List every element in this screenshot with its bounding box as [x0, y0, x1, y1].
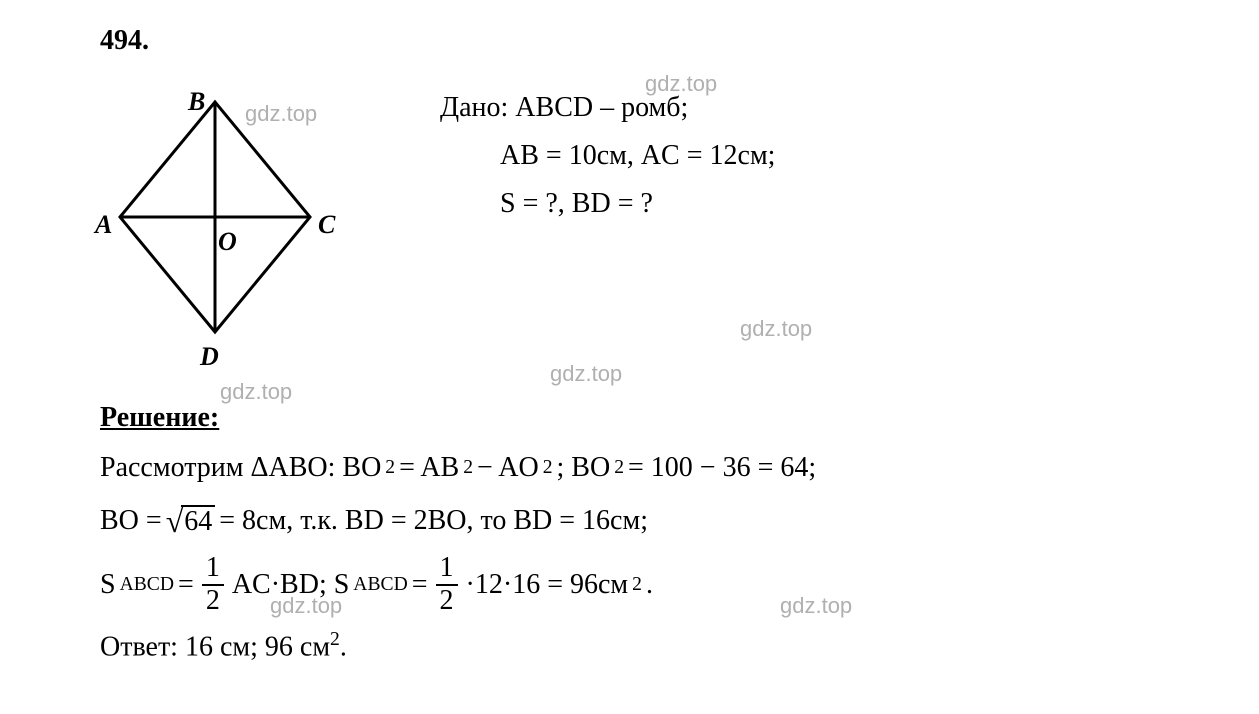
given-line-2: AB = 10см, AC = 12см; [440, 135, 775, 177]
vertex-d-label: D [200, 337, 219, 376]
frac2-num: 1 [436, 553, 458, 584]
sol3-sub1: ABCD [120, 570, 174, 599]
sol1-part3: − AO [477, 447, 539, 489]
watermark-given-bottom: gdz.top [740, 312, 812, 345]
watermark-mid: gdz.top [550, 357, 622, 390]
solution-line-1: Рассмотрим ΔABO: BO2 = AB2 − AO2 ; BO2 =… [100, 447, 1219, 489]
sol3-sub2: ABCD [353, 570, 407, 599]
sol3-sup: 2 [632, 570, 642, 599]
top-row: A B C D O gdz.top gdz.top Дано: ABCD – р… [100, 87, 1219, 347]
fraction-1: 1 2 [202, 553, 224, 617]
solution-line-2: BO = √ 64 = 8см, т.к. BD = 2BO, то BD = … [100, 497, 1219, 545]
sol2-suffix: = 8см, т.к. BD = 2BO, то BD = 16см; [219, 500, 648, 542]
sol3-eq2: = [412, 564, 428, 606]
vertex-a-label: A [95, 205, 112, 244]
answer-line: Ответ: 16 см; 96 см2. [100, 625, 1219, 668]
fraction-2: 1 2 [436, 553, 458, 617]
frac1-num: 1 [202, 553, 224, 584]
vertex-o-label: O [218, 222, 237, 261]
given-section: gdz.top Дано: ABCD – ромб; AB = 10см, AC… [440, 87, 775, 231]
vertex-b-label: B [188, 82, 205, 121]
watermark-given-top: gdz.top [645, 67, 717, 100]
sol3-eq1: = [178, 564, 194, 606]
sol3-s1: S [100, 564, 116, 606]
frac1-den: 2 [202, 584, 224, 617]
solution-line-3: SABCD = 1 2 AC·BD; SABCD = 1 2 ·12·16 = … [100, 553, 1219, 617]
sol1-sup1: 2 [385, 453, 395, 482]
answer-sup: 2 [330, 629, 340, 650]
sol1-sup4: 2 [614, 453, 624, 482]
sol1-part2: = AB [399, 447, 459, 489]
watermark-sol3a: gdz.top [270, 589, 342, 622]
sqrt-content: 64 [181, 505, 215, 538]
frac2-den: 2 [436, 584, 458, 617]
watermark-sol3b: gdz.top [780, 589, 852, 622]
sol1-part1: Рассмотрим ΔABO: BO [100, 447, 381, 489]
watermark-solution-header: gdz.top [220, 375, 292, 408]
sol1-part5: = 100 − 36 = 64; [628, 447, 816, 489]
sol1-sup3: 2 [543, 453, 553, 482]
sqrt-expression: √ 64 [166, 497, 216, 545]
problem-number: 494. [100, 20, 1219, 62]
sol1-part4: ; BO [557, 447, 611, 489]
vertex-c-label: C [318, 205, 335, 244]
sol3-end: . [646, 564, 653, 606]
solution-header-text: Решение: [100, 402, 219, 433]
solution-body: Рассмотрим ΔABO: BO2 = AB2 − AO2 ; BO2 =… [100, 447, 1219, 668]
rhombus-diagram: A B C D O gdz.top [100, 87, 360, 347]
given-line-3: S = ?, BD = ? [440, 183, 775, 225]
sol3-calc: ·12·16 = 96см [466, 564, 629, 606]
answer-end: . [340, 631, 347, 662]
answer-prefix: Ответ: [100, 631, 178, 662]
solution-header: Решение: gdz.top [100, 397, 219, 439]
watermark-diagram: gdz.top [245, 97, 317, 130]
sol1-sup2: 2 [463, 453, 473, 482]
answer-text: 16 см; 96 см [185, 631, 330, 662]
sol2-prefix: BO = [100, 500, 162, 542]
given-line-1: Дано: ABCD – ромб; [440, 87, 775, 129]
